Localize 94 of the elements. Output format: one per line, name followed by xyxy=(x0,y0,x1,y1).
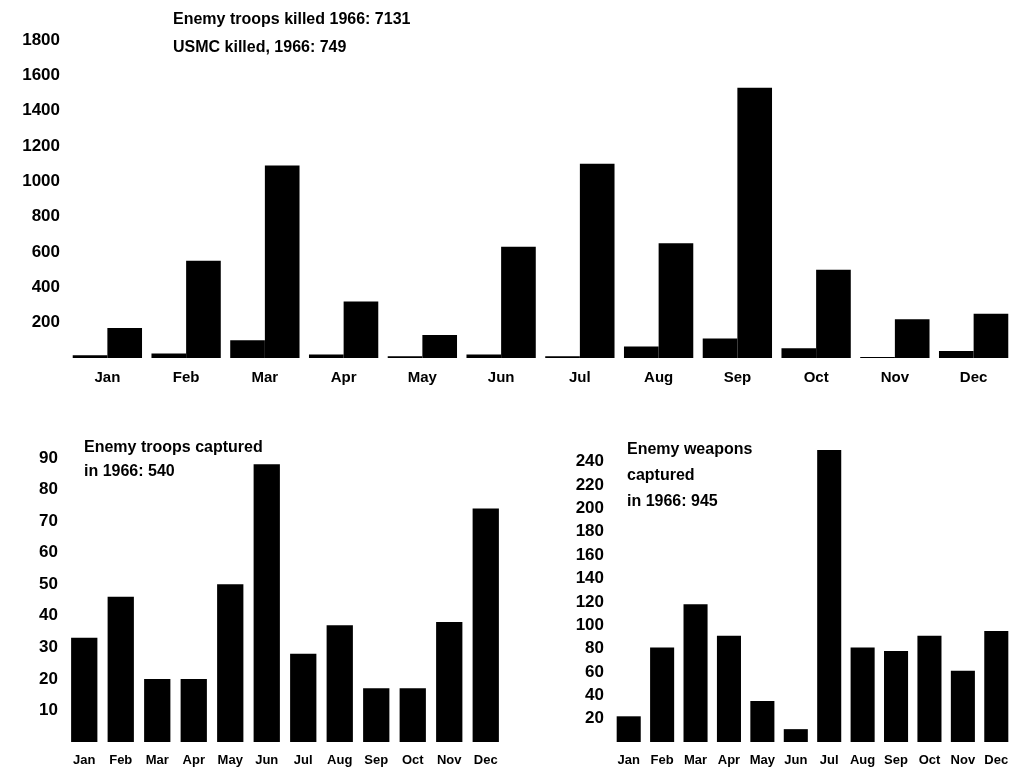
y-tick-label: 400 xyxy=(31,277,60,297)
y-tick-label: 200 xyxy=(31,312,60,332)
bar xyxy=(326,625,353,742)
bar xyxy=(71,637,98,742)
x-tick-label: Jan xyxy=(94,368,121,386)
y-tick-label: 220 xyxy=(575,474,604,494)
x-tick-label: Apr xyxy=(330,368,357,386)
y-tick-label: 240 xyxy=(575,451,604,471)
y-tick-label: 20 xyxy=(39,668,58,688)
bar xyxy=(107,596,134,742)
x-tick-label: Apr xyxy=(182,752,205,768)
x-tick-label: Mar xyxy=(251,368,279,386)
y-tick-label: 10 xyxy=(39,700,58,720)
y-tick-label: 180 xyxy=(575,521,604,541)
y-tick-label: 40 xyxy=(585,684,604,704)
bar xyxy=(363,688,390,742)
chart-title: Enemy troops captured in 1966: 540 xyxy=(84,438,263,480)
x-tick-label: Feb xyxy=(109,752,133,768)
y-tick-label: 1600 xyxy=(22,65,60,85)
y-tick-label: 1400 xyxy=(22,100,60,120)
bar xyxy=(253,464,280,742)
bar xyxy=(472,508,499,742)
x-tick-label: Jun xyxy=(784,752,808,768)
x-tick-label: Sep xyxy=(723,368,752,386)
y-tick-label: 100 xyxy=(575,614,604,634)
x-tick-label: Aug xyxy=(327,752,353,768)
bar xyxy=(683,604,708,742)
bar xyxy=(217,584,244,742)
x-tick-label: May xyxy=(217,752,244,768)
x-tick-label: Jun xyxy=(255,752,279,768)
x-tick-label: Jul xyxy=(819,752,839,768)
bar xyxy=(716,635,741,742)
bar xyxy=(436,622,463,742)
bar xyxy=(783,729,808,742)
x-tick-label: Sep xyxy=(364,752,389,768)
x-tick-label: Dec xyxy=(984,752,1009,768)
bar xyxy=(817,450,842,742)
x-tick-label: Nov xyxy=(950,752,976,768)
y-tick-label: 60 xyxy=(585,661,604,681)
x-tick-label: Oct xyxy=(401,752,425,768)
y-tick-label: 600 xyxy=(31,241,60,261)
x-tick-label: Apr xyxy=(717,752,741,768)
bar xyxy=(290,653,317,742)
bar xyxy=(180,678,207,742)
y-tick-label: 20 xyxy=(585,708,604,728)
y-tick-label: 200 xyxy=(575,498,604,518)
y-tick-label: 60 xyxy=(39,542,58,562)
y-tick-label: 40 xyxy=(39,605,58,625)
text: Enemy weapons captured in 1966: 945 xyxy=(627,440,753,510)
x-tick-label: Feb xyxy=(650,752,674,768)
y-tick-label: 80 xyxy=(585,638,604,658)
x-tick-label: Jan xyxy=(617,752,640,768)
bar xyxy=(144,678,171,742)
x-tick-label: Dec xyxy=(959,368,988,386)
x-tick-label: Nov xyxy=(436,752,463,768)
bar xyxy=(950,670,975,742)
y-tick-label: 70 xyxy=(39,510,58,530)
y-tick-label: 50 xyxy=(39,573,58,593)
bar xyxy=(399,688,426,742)
bar xyxy=(616,716,641,742)
x-tick-label: May xyxy=(407,368,438,386)
y-tick-label: 140 xyxy=(575,568,604,588)
y-tick-label: 1800 xyxy=(22,29,60,49)
y-tick-label: 30 xyxy=(39,637,58,657)
x-tick-label: Jul xyxy=(293,752,313,768)
bar xyxy=(650,647,675,742)
y-tick-label: 1200 xyxy=(22,135,60,155)
y-tick-label: 800 xyxy=(31,206,60,226)
y-tick-label: 80 xyxy=(39,479,58,499)
x-tick-label: Oct xyxy=(803,368,829,386)
x-tick-label: Feb xyxy=(172,368,200,386)
x-tick-label: Mar xyxy=(683,752,708,768)
y-tick-label: 120 xyxy=(575,591,604,611)
bar xyxy=(917,635,942,742)
x-tick-label: Mar xyxy=(145,752,169,768)
y-tick-label: 90 xyxy=(39,447,58,467)
x-tick-label: Oct xyxy=(918,752,941,768)
bar xyxy=(750,701,775,742)
bar xyxy=(850,647,875,742)
x-tick-label: Aug xyxy=(849,752,876,768)
chart-subtitle: USMC killed, 1966: 749 xyxy=(173,38,347,56)
chart-title: Enemy troops killed 1966: 7131 xyxy=(173,10,411,28)
x-tick-label: Jul xyxy=(569,368,591,386)
x-tick-label: Aug xyxy=(644,368,674,386)
x-tick-label: Jan xyxy=(73,752,96,768)
bar xyxy=(984,631,1009,742)
y-tick-label: 160 xyxy=(575,544,604,564)
x-tick-label: Dec xyxy=(473,752,498,768)
y-tick-label: 1000 xyxy=(22,171,60,191)
x-tick-label: May xyxy=(749,752,776,768)
bar xyxy=(884,650,909,742)
x-tick-label: Sep xyxy=(884,752,909,768)
x-tick-label: Jun xyxy=(487,368,515,386)
x-tick-label: Nov xyxy=(880,368,910,386)
